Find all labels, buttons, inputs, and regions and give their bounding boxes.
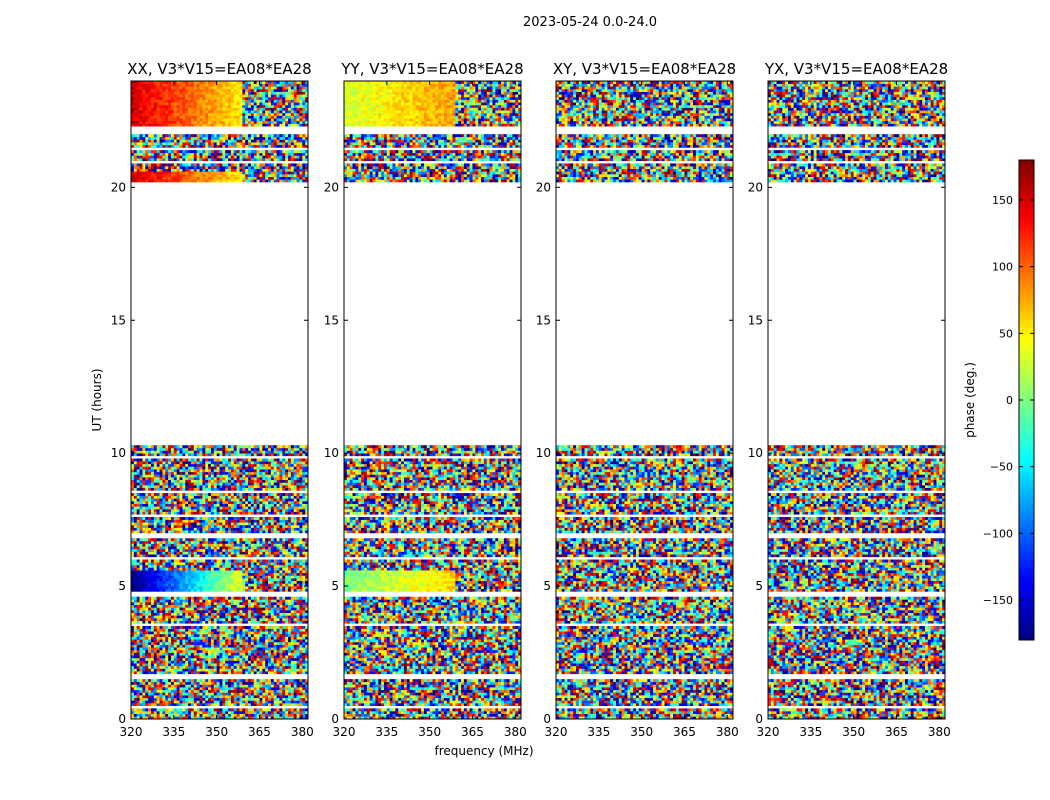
- panels: XX, V3*V15=EA08*EA28 320 335 350 365 380 0 5 10 1…: [111, 60, 951, 739]
- x-tick-label: 365: [673, 725, 696, 739]
- x-tick-label: 335: [162, 725, 185, 739]
- y-tick-label: 5: [331, 579, 339, 593]
- panel-1: YY, V3*V15=EA08*EA28 320 335 350 365 380 0 5 10 1…: [324, 60, 527, 739]
- panel-frame: [555, 80, 734, 720]
- y-tick-label: 0: [331, 712, 339, 726]
- colorbar-tick-label: −100: [983, 527, 1013, 540]
- panel-0: XX, V3*V15=EA08*EA28 320 335 350 365 380 0 5 10 1…: [111, 60, 314, 739]
- y-tick-label: 20: [748, 180, 763, 194]
- phase-heatmap: [344, 81, 521, 719]
- y-tick-label: 15: [536, 313, 551, 327]
- x-tick-label: 350: [418, 725, 441, 739]
- colorbar-tick-label: −50: [990, 461, 1013, 474]
- y-tick-label: 20: [324, 180, 339, 194]
- colorbar-tick-label: −150: [983, 594, 1013, 607]
- panel-title: YX, V3*V15=EA08*EA28: [764, 60, 948, 78]
- figure-title: 2023-05-24 0.0-24.0: [523, 15, 657, 30]
- x-axis-label: frequency (MHz): [434, 744, 533, 758]
- x-tick-label: 335: [587, 725, 610, 739]
- x-tick-label: 350: [842, 725, 865, 739]
- x-tick-label: 320: [333, 725, 356, 739]
- y-tick-label: 10: [111, 446, 126, 460]
- x-tick-label: 320: [545, 725, 568, 739]
- colorbar-label: phase (deg.): [963, 362, 977, 438]
- y-axis-label: UT (hours): [90, 368, 104, 431]
- phase-heatmap: [556, 81, 733, 719]
- y-tick-label: 15: [748, 313, 763, 327]
- x-tick-label: 350: [205, 725, 228, 739]
- panel-2: XY, V3*V15=EA08*EA28 320 335 350 365 380 0 5 10 1…: [536, 60, 739, 739]
- y-tick-label: 10: [324, 446, 339, 460]
- y-tick-label: 5: [118, 579, 126, 593]
- x-tick-label: 335: [375, 725, 398, 739]
- colorbar-tick-label: 100: [992, 261, 1013, 274]
- x-tick-label: 365: [248, 725, 271, 739]
- colorbar-tick-label: 50: [999, 327, 1013, 340]
- x-tick-label: 380: [928, 725, 951, 739]
- panel-title: XY, V3*V15=EA08*EA28: [553, 60, 736, 78]
- x-tick-label: 380: [716, 725, 739, 739]
- y-tick-label: 20: [111, 180, 126, 194]
- y-tick-label: 0: [118, 712, 126, 726]
- x-tick-label: 320: [120, 725, 143, 739]
- panel-frame: [343, 80, 522, 720]
- y-tick-label: 0: [755, 712, 763, 726]
- panel-title: YY, V3*V15=EA08*EA28: [340, 60, 523, 78]
- x-tick-label: 335: [799, 725, 822, 739]
- y-tick-label: 15: [324, 313, 339, 327]
- y-tick-label: 20: [536, 180, 551, 194]
- x-tick-label: 380: [291, 725, 314, 739]
- y-tick-label: 15: [111, 313, 126, 327]
- y-tick-label: 5: [543, 579, 551, 593]
- y-tick-label: 5: [755, 579, 763, 593]
- panel-frame: [767, 80, 946, 720]
- panel-frame: [130, 80, 309, 720]
- y-tick-label: 10: [748, 446, 763, 460]
- x-tick-label: 320: [757, 725, 780, 739]
- phase-heatmap: [768, 81, 945, 719]
- x-tick-label: 380: [504, 725, 527, 739]
- x-tick-label: 350: [630, 725, 653, 739]
- colorbar-tick-label: 0: [1006, 394, 1013, 407]
- x-tick-label: 365: [885, 725, 908, 739]
- phase-heatmap: [131, 81, 308, 719]
- y-tick-label: 10: [536, 446, 551, 460]
- panel-title: XX, V3*V15=EA08*EA28: [127, 60, 311, 78]
- x-tick-label: 365: [461, 725, 484, 739]
- y-tick-label: 0: [543, 712, 551, 726]
- colorbar-tick-label: 150: [992, 194, 1013, 207]
- colorbar: 150 100 50 0 −50 −100 −150: [983, 159, 1035, 641]
- panel-3: YX, V3*V15=EA08*EA28 320 335 350 365 380 0 5 10 1…: [748, 60, 951, 739]
